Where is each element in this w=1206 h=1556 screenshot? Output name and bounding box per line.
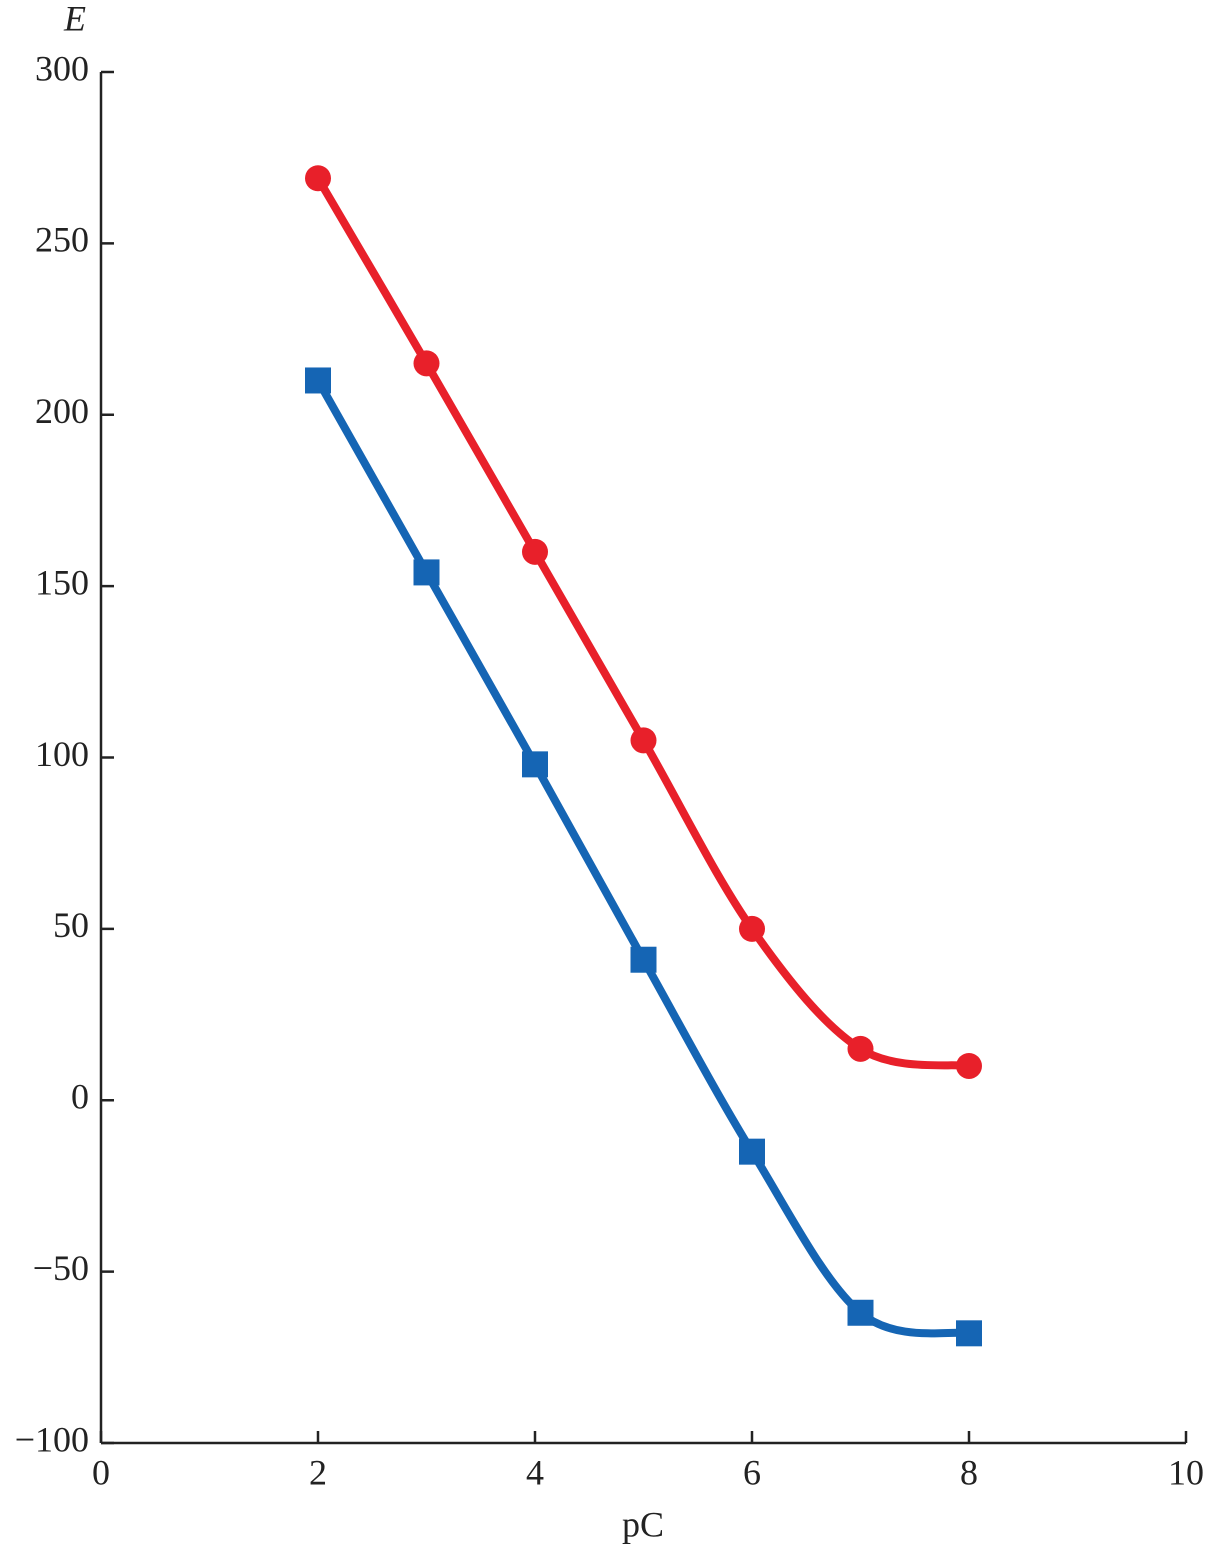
y-tick-label: 200 — [35, 391, 89, 431]
data-point — [522, 538, 548, 565]
data-point — [739, 915, 765, 942]
y-tick-label: −100 — [15, 1419, 89, 1459]
y-tick-label: 100 — [35, 734, 89, 774]
x-tick-label: 6 — [743, 1452, 761, 1492]
x-tick-label: 0 — [92, 1452, 110, 1492]
data-point — [630, 727, 657, 754]
data-point — [305, 367, 331, 394]
y-tick-label: 0 — [71, 1077, 89, 1117]
series-line — [314, 174, 973, 1070]
data-point — [522, 751, 548, 778]
y-tick-label: 50 — [53, 905, 89, 945]
data-point — [305, 165, 331, 192]
data-point — [739, 1138, 765, 1165]
data-point — [956, 1052, 982, 1079]
data-point — [847, 1035, 874, 1062]
x-tick-label: 8 — [960, 1452, 978, 1492]
data-point — [847, 1299, 874, 1326]
x-tick-label: 2 — [309, 1452, 327, 1492]
series-line — [314, 376, 973, 1338]
y-tick-label: 250 — [35, 220, 89, 260]
y-tick-label: −50 — [33, 1248, 89, 1288]
x-tick-label: 10 — [1168, 1452, 1204, 1492]
data-point — [413, 350, 440, 377]
x-tick-label: 4 — [526, 1452, 544, 1492]
data-point — [630, 946, 657, 973]
data-point — [956, 1320, 982, 1347]
x-axis-label: pC — [622, 1504, 664, 1544]
y-tick-label: 300 — [35, 48, 89, 88]
y-tick-label: 150 — [35, 562, 89, 602]
data-point — [413, 559, 440, 586]
y-axis-label: E — [63, 0, 86, 38]
